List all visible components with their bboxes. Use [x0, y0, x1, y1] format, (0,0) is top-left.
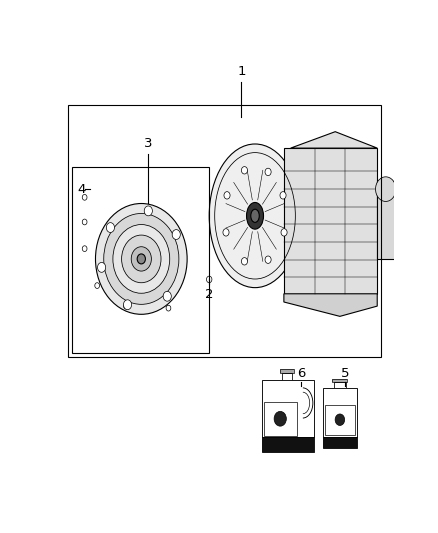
Bar	[284, 148, 377, 294]
Text: 2: 2	[205, 288, 213, 301]
Text: 5: 5	[341, 367, 349, 380]
Circle shape	[335, 414, 345, 425]
Ellipse shape	[280, 192, 286, 199]
Polygon shape	[284, 294, 377, 317]
Bar	[262, 380, 314, 452]
Bar	[323, 388, 357, 448]
Circle shape	[95, 204, 187, 314]
Text: 4: 4	[77, 183, 85, 196]
Circle shape	[122, 235, 161, 282]
Bar	[332, 378, 347, 382]
Bar	[325, 405, 355, 434]
Text: 3: 3	[144, 137, 152, 150]
Circle shape	[274, 411, 286, 426]
Bar	[323, 437, 357, 448]
Bar	[72, 166, 209, 353]
Circle shape	[98, 262, 106, 272]
Ellipse shape	[251, 209, 259, 222]
Ellipse shape	[224, 192, 230, 199]
Bar	[282, 373, 292, 380]
Bar	[264, 401, 297, 436]
Bar	[332, 378, 347, 382]
Polygon shape	[291, 132, 377, 148]
Ellipse shape	[209, 144, 301, 288]
Circle shape	[104, 214, 179, 304]
Circle shape	[131, 247, 152, 271]
Bar	[334, 382, 346, 388]
Bar	[262, 438, 314, 452]
Circle shape	[137, 254, 145, 264]
Circle shape	[375, 177, 396, 201]
Circle shape	[106, 223, 114, 232]
Text: 6: 6	[297, 367, 305, 380]
Circle shape	[124, 300, 131, 310]
Ellipse shape	[223, 229, 229, 236]
Ellipse shape	[265, 256, 271, 263]
Ellipse shape	[265, 168, 271, 175]
Bar	[377, 181, 396, 259]
Bar	[280, 369, 294, 373]
Bar	[68, 105, 381, 358]
Ellipse shape	[247, 203, 264, 229]
Bar	[280, 369, 294, 373]
Circle shape	[144, 206, 152, 216]
Circle shape	[163, 292, 171, 301]
Ellipse shape	[241, 167, 247, 174]
Ellipse shape	[241, 257, 247, 265]
Ellipse shape	[281, 229, 287, 236]
Circle shape	[172, 230, 180, 239]
Text: 1: 1	[237, 66, 246, 78]
Circle shape	[113, 224, 170, 293]
